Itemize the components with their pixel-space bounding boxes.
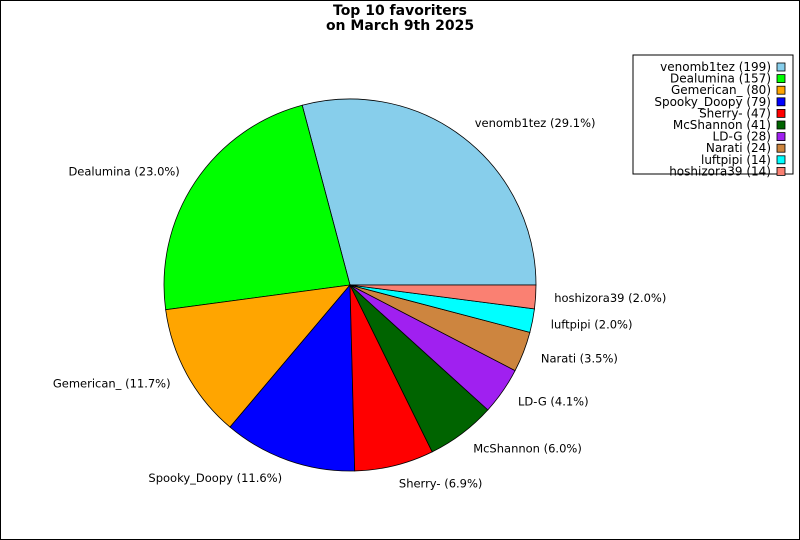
legend-entry-label: LD-G (28) <box>713 130 771 144</box>
legend-entry-label: hoshizora39 (14) <box>669 164 771 178</box>
slice-label: Gemerican_ (11.7%) <box>53 376 171 390</box>
legend-swatch <box>776 166 786 176</box>
legend-swatch <box>776 85 786 95</box>
slice-label: Dealumina (23.0%) <box>68 164 179 178</box>
slice-label: Narati (3.5%) <box>541 352 618 366</box>
legend-entry-label: Sherry- (47) <box>699 106 771 120</box>
pie-slice-hoshizora39 <box>349 284 537 310</box>
legend-entry-label: Dealumina (157) <box>670 72 771 86</box>
slice-label: venomb1tez (29.1%) <box>475 116 596 130</box>
slice-label: luftpipi (2.0%) <box>551 317 633 331</box>
pie-slice-gemerican <box>165 284 351 428</box>
slice-label: LD-G (4.1%) <box>518 395 589 409</box>
legend-entry-label: Narati (24) <box>706 141 771 155</box>
legend-entry-label: McShannon (41) <box>673 118 771 132</box>
pie-slice-spooky-doopy <box>229 283 356 472</box>
legend-swatch <box>776 120 786 130</box>
legend-swatch <box>776 132 786 142</box>
chart-title-line-1: Top 10 favoriters <box>333 3 467 19</box>
pie-slice-dealumina <box>163 104 351 311</box>
legend-entry-label: Gemerican_ (80) <box>671 83 771 97</box>
slice-labels: venomb1tez (29.1%) Dealumina (23.0%) Gemer… <box>53 116 666 491</box>
chart-title-line-2: on March 9th 2025 <box>326 18 474 34</box>
slice-label: hoshizora39 (2.0%) <box>554 291 666 305</box>
slice-label: Spooky_Doopy (11.6%) <box>148 471 282 485</box>
pie-slice-venomb1tez <box>301 98 537 286</box>
legend-entry-label: Spooky_Doopy (79) <box>654 95 771 109</box>
legend-swatch <box>776 143 786 153</box>
legend-entry-label: venomb1tez (199) <box>660 60 771 74</box>
legend-swatch <box>776 155 786 165</box>
legend-swatch <box>776 62 786 72</box>
legend: venomb1tez (199)Dealumina (157)Gemerican… <box>632 54 794 178</box>
legend-swatch <box>776 74 786 83</box>
legend-swatch <box>776 109 786 118</box>
slice-label: Sherry- (6.9%) <box>399 477 483 491</box>
legend-box <box>632 54 794 175</box>
legend-entry-label: luftpipi (14) <box>701 153 771 167</box>
legend-swatch <box>776 97 786 107</box>
slice-label: McShannon (6.0%) <box>473 441 582 455</box>
pie-slices <box>163 98 537 472</box>
